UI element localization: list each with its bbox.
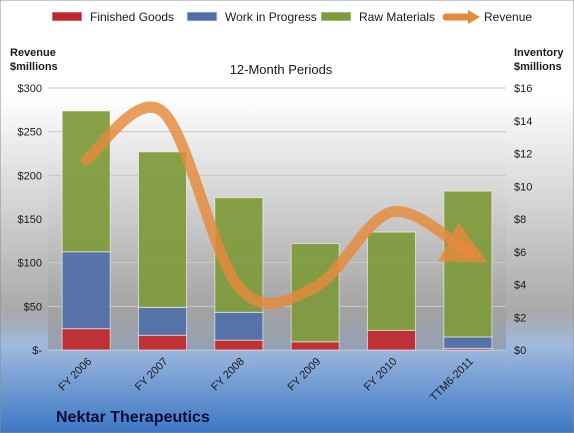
right-tick-label: $2 xyxy=(514,312,526,324)
left-tick-label: $50 xyxy=(24,301,42,313)
chart-title: 12-Month Periods xyxy=(230,62,333,77)
bar-segment-work-in-progress xyxy=(443,336,493,349)
legend-arrow-icon xyxy=(468,10,480,24)
bar-segment-raw-materials xyxy=(138,151,187,308)
bars xyxy=(61,110,493,351)
right-tick-label: $0 xyxy=(514,345,526,357)
left-tick-label: $100 xyxy=(18,258,42,270)
left-axis-title-line-1: Revenue xyxy=(10,47,56,59)
bar-segment-raw-materials xyxy=(443,190,493,338)
right-tick-label: $14 xyxy=(514,116,532,128)
right-tick-label: $16 xyxy=(514,83,532,95)
revenue-line xyxy=(80,101,488,309)
bar-segment-finished-goods xyxy=(214,339,264,351)
bar-segment-raw-materials xyxy=(61,110,111,253)
left-tick-label: $- xyxy=(32,345,42,357)
right-axis-ticks: $0 $2 $4 $6 $8 $10 $12 $14 $16 xyxy=(514,83,532,357)
bar-segment-finished-goods xyxy=(290,341,340,351)
left-tick-label: $300 xyxy=(18,83,42,95)
right-axis-title: Inventory $millions xyxy=(514,47,567,73)
left-tick-label: $200 xyxy=(18,170,42,182)
company-name: Nektar Therapeutics xyxy=(56,409,210,426)
legend-swatch xyxy=(51,11,83,22)
legend-label: Finished Goods xyxy=(90,10,174,24)
bar-segment-work-in-progress xyxy=(214,311,264,341)
legend: Finished Goods Work in Progress Raw Materi… xyxy=(51,10,532,24)
left-tick-label: $250 xyxy=(18,127,42,139)
right-tick-label: $12 xyxy=(514,149,532,161)
legend-label: Raw Materials xyxy=(359,10,435,24)
bar-segment-work-in-progress xyxy=(138,306,187,336)
bar-segment-finished-goods xyxy=(367,329,416,351)
legend-swatch xyxy=(320,11,352,22)
right-axis-title-line-2: $millions xyxy=(514,61,562,73)
left-tick-label: $150 xyxy=(18,214,42,226)
right-tick-label: $6 xyxy=(514,247,526,259)
right-tick-label: $8 xyxy=(514,214,526,226)
bar-segment-raw-materials xyxy=(367,231,416,331)
right-tick-label: $10 xyxy=(514,181,532,193)
right-axis-title-line-1: Inventory xyxy=(514,47,564,59)
left-axis-title-line-2: $millions xyxy=(10,61,58,73)
bar-segment-finished-goods xyxy=(61,328,111,351)
legend-label: Work in Progress xyxy=(225,10,317,24)
left-axis-ticks: $- $50 $100 $150 $200 $250 $300 xyxy=(18,83,43,357)
bar-segment-finished-goods xyxy=(138,334,187,351)
legend-swatch xyxy=(186,11,218,22)
bar-segment-work-in-progress xyxy=(61,251,111,330)
right-tick-label: $4 xyxy=(514,280,526,292)
left-axis-title: Revenue $millions xyxy=(10,47,59,73)
revenue-line-group xyxy=(80,101,488,309)
legend-label: Revenue xyxy=(484,10,532,24)
